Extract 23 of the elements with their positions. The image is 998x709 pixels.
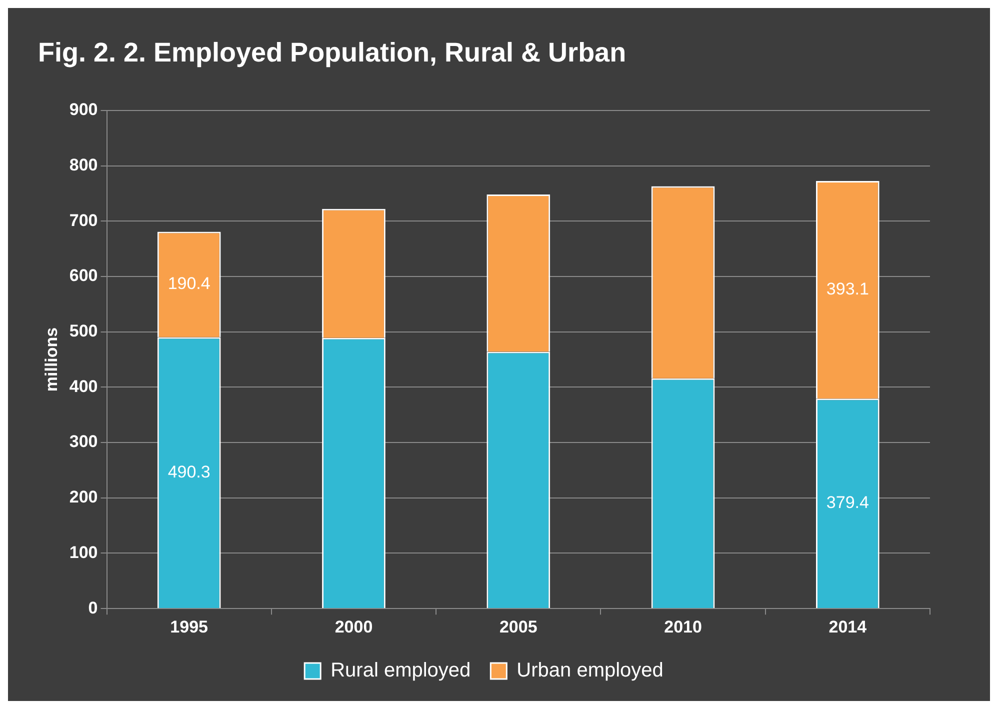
y-tick-label: 600 [69,266,98,286]
data-label: 393.1 [826,279,869,298]
y-axis-title: millions [42,327,61,392]
legend-label: Urban employed [516,660,664,682]
y-tick-label: 700 [69,210,98,230]
y-tick-label: 300 [69,432,98,452]
legend-label: Rural employed [330,660,471,682]
y-tick-label: 0 [88,598,98,618]
y-tick-label: 200 [69,488,98,507]
x-tick-label: 1995 [170,617,208,636]
x-tick-label: 2014 [828,617,868,636]
y-tick-label: 100 [69,542,98,562]
x-tick-label: 2005 [499,617,538,636]
x-tick-label: 2000 [334,617,373,636]
y-tick-label: 900 [69,100,98,120]
data-label: 190.4 [168,274,210,294]
x-tick-label: 2010 [664,617,702,636]
y-tick-label: 500 [69,322,98,341]
y-tick-label: 800 [69,155,98,174]
data-label: 490.3 [168,462,210,482]
chart-title: Fig. 2. 2. Employed Population, Rural & Urban [38,38,626,68]
data-label: 379.4 [826,493,869,512]
y-tick-label: 400 [69,376,98,396]
